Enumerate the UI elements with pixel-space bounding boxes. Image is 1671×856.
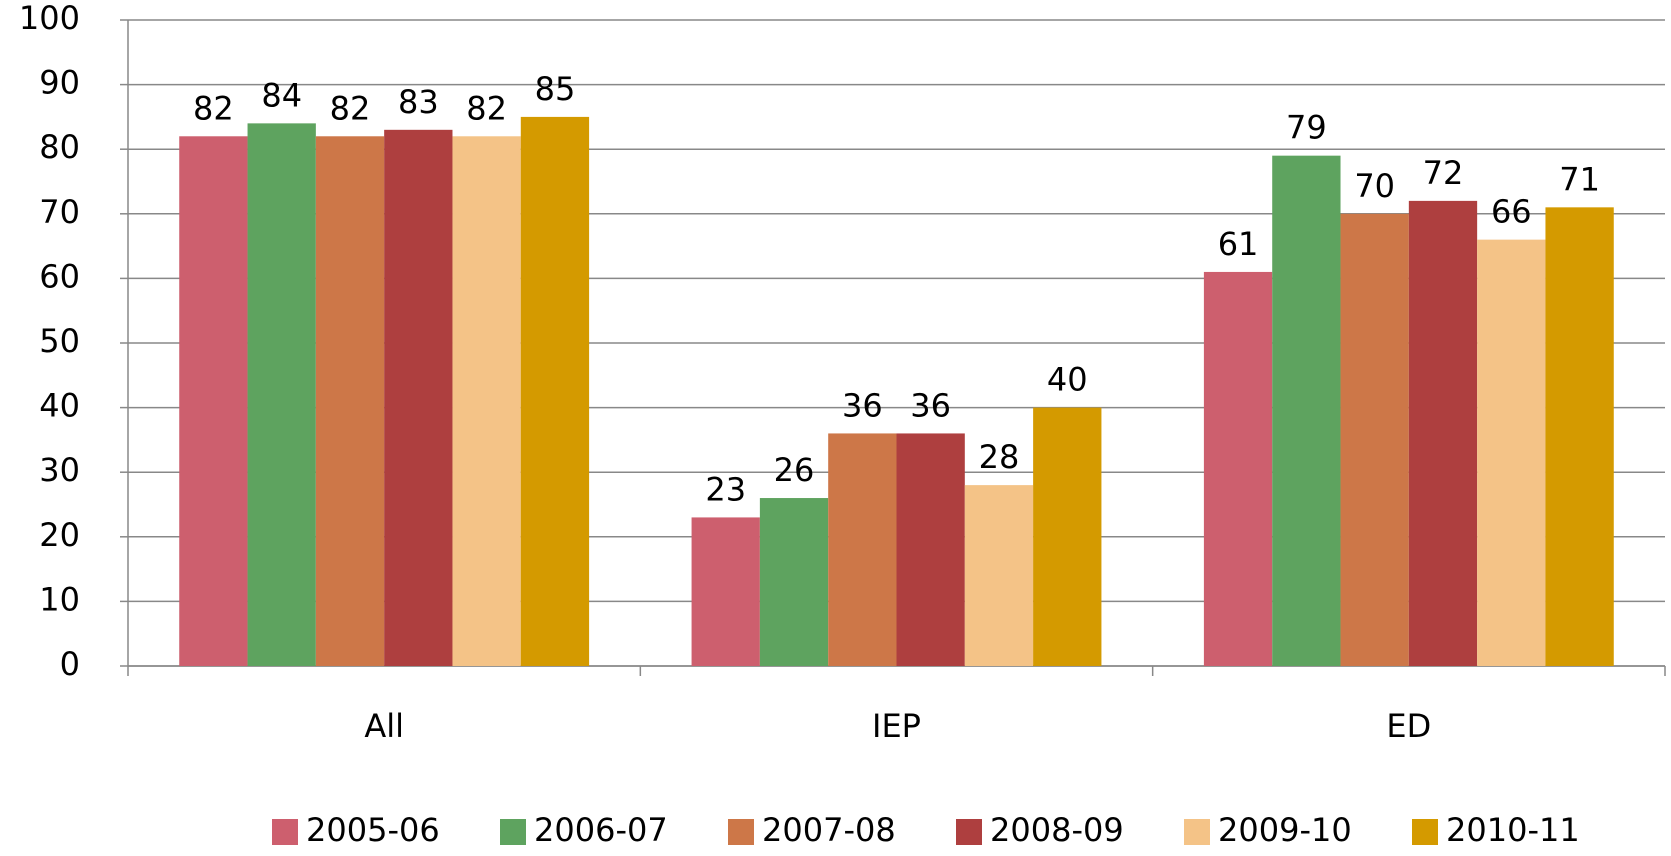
x-tick-label: IEP [872, 707, 921, 745]
bar [384, 129, 453, 666]
data-label: 83 [398, 83, 439, 121]
bar [1408, 200, 1478, 666]
legend-swatch [1412, 819, 1438, 845]
bar [964, 485, 1034, 666]
bar [452, 136, 521, 666]
data-label: 23 [705, 470, 746, 508]
y-tick-label: 20 [39, 516, 80, 554]
y-tick-label: 30 [39, 451, 80, 489]
legend-label: 2007-08 [762, 811, 896, 849]
bar [1203, 271, 1273, 666]
data-label: 84 [261, 76, 302, 114]
x-tick-label: ED [1386, 707, 1431, 745]
bar [828, 433, 897, 666]
y-tick-label: 40 [39, 387, 80, 425]
data-label: 36 [842, 386, 883, 424]
bar [1545, 207, 1614, 666]
y-tick-label: 50 [39, 322, 80, 360]
y-tick-label: 70 [39, 193, 80, 231]
data-label: 71 [1559, 160, 1600, 198]
bar [1477, 239, 1546, 666]
data-label: 70 [1354, 167, 1395, 205]
y-tick-label: 100 [19, 0, 80, 37]
x-tick-label: All [364, 707, 404, 745]
data-label: 66 [1491, 193, 1532, 231]
data-label: 26 [774, 451, 815, 489]
data-label: 82 [330, 89, 371, 127]
y-tick-label: 80 [39, 128, 80, 166]
bar [691, 517, 760, 666]
bar [1033, 407, 1102, 666]
data-label: 79 [1286, 109, 1327, 147]
legend-swatch [956, 819, 982, 845]
bar [520, 116, 590, 666]
legend-label: 2006-07 [534, 811, 668, 849]
data-label: 72 [1423, 154, 1464, 192]
bar [179, 136, 248, 666]
data-label: 82 [193, 89, 234, 127]
bar [247, 123, 316, 667]
legend-label: 2008-09 [990, 811, 1124, 849]
legend-label: 2005-06 [306, 811, 440, 849]
bar [896, 433, 965, 666]
y-tick-label: 0 [60, 645, 80, 683]
legend-label: 2009-10 [1218, 811, 1352, 849]
data-label: 61 [1218, 225, 1259, 263]
data-label: 28 [979, 438, 1020, 476]
data-label: 36 [910, 386, 951, 424]
legend-swatch [1184, 819, 1210, 845]
legend-swatch [272, 819, 298, 845]
data-label: 40 [1047, 361, 1088, 399]
y-tick-label: 60 [39, 257, 80, 295]
bar [315, 136, 385, 666]
data-label: 82 [466, 89, 507, 127]
bar [1340, 213, 1409, 667]
legend-swatch [500, 819, 526, 845]
y-tick-label: 90 [39, 64, 80, 102]
legend-swatch [728, 819, 754, 845]
legend-label: 2010-11 [1446, 811, 1580, 849]
y-tick-label: 10 [39, 580, 80, 618]
bar [1272, 155, 1341, 666]
data-label: 85 [535, 70, 576, 108]
bar [759, 498, 829, 666]
